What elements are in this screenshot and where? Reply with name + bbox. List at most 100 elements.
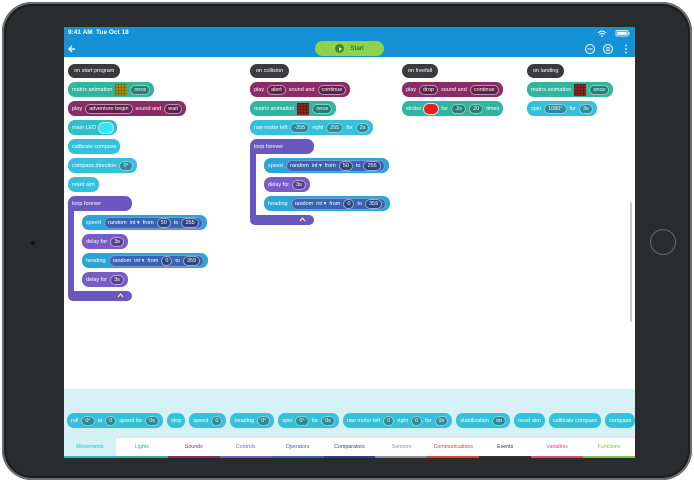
block-input[interactable]: 0s	[321, 415, 335, 426]
block-input[interactable]: once	[130, 84, 151, 95]
code-block[interactable]: raw motor left 0 right 0 for 0s	[342, 413, 453, 428]
category-tab[interactable]: Variables	[531, 438, 584, 458]
loop-block[interactable]: loop forever speed random int ▾ from 50 to 255 d…	[250, 139, 391, 225]
block-input[interactable]: alert	[267, 84, 286, 95]
block-input[interactable]: 0	[161, 255, 173, 266]
block-input[interactable]: continue	[469, 84, 499, 95]
code-block[interactable]: calibrate compass	[68, 139, 121, 154]
code-block[interactable]: main LED	[68, 120, 118, 135]
block-input[interactable]: 0	[105, 415, 117, 426]
category-tab[interactable]: Sounds	[167, 438, 220, 458]
block-input[interactable]: 3s	[110, 274, 124, 285]
loop-header[interactable]: loop forever	[250, 139, 314, 154]
block-input[interactable]: 0°	[257, 415, 271, 426]
block-input[interactable]: 3s	[292, 179, 306, 190]
block-input[interactable]: on	[492, 415, 507, 426]
code-block[interactable]: play drop sound and continue	[402, 82, 503, 97]
block-input[interactable]: 255	[363, 160, 381, 171]
code-block[interactable]: play alert sound and continue	[250, 82, 351, 97]
code-block[interactable]: matrix animation once	[527, 82, 614, 97]
code-block[interactable]: random int ▾ from 50 to 255	[104, 216, 203, 229]
block-input[interactable]: once	[312, 103, 333, 114]
block-input[interactable]: 359	[365, 198, 383, 209]
block-input[interactable]: 0	[343, 198, 355, 209]
home-button[interactable]	[650, 229, 676, 255]
matrix-icon[interactable]	[297, 102, 310, 115]
loop-header[interactable]: loop forever	[68, 196, 132, 211]
code-canvas[interactable]: on start program matrix animation once play…	[64, 57, 635, 413]
code-block[interactable]: delay for 3s	[82, 272, 128, 287]
event-hat[interactable]: on landing	[527, 64, 565, 78]
code-block[interactable]: stabilization on	[456, 413, 511, 428]
block-input[interactable]: 50	[156, 217, 171, 228]
event-hat[interactable]: on start program	[68, 64, 121, 78]
code-block[interactable]: speed random int ▾ from 50 to 255	[264, 158, 389, 173]
category-tab[interactable]: Operators	[271, 438, 324, 458]
color-swatch[interactable]	[424, 103, 439, 114]
event-hat[interactable]: on freefall	[402, 64, 439, 78]
code-block[interactable]: random int ▾ from 0 to 359	[108, 254, 205, 267]
code-block[interactable]: strobe for .2s 20 times	[402, 101, 504, 116]
block-input[interactable]: 0	[411, 415, 423, 426]
category-tab[interactable]: Events	[479, 438, 532, 458]
block-input[interactable]: continue	[317, 84, 347, 95]
matrix-icon[interactable]	[574, 83, 587, 96]
block-input[interactable]: 0s	[145, 415, 160, 426]
code-block[interactable]: delay for 3s	[82, 234, 128, 249]
code-block[interactable]: matrix animation once	[68, 82, 155, 97]
code-block[interactable]: calibrate compass	[548, 413, 602, 428]
block-input[interactable]: 0	[383, 415, 395, 426]
event-hat[interactable]: on collision	[250, 64, 290, 78]
code-block[interactable]: play adventure begin sound and wait	[68, 101, 187, 116]
code-block[interactable]: reset aim	[514, 413, 545, 428]
category-tab[interactable]: Functions	[583, 438, 635, 458]
code-block[interactable]: speed random int ▾ from 50 to 255	[82, 215, 207, 230]
loop-block[interactable]: loop forever speed random int ▾ from 50 to 255 d…	[68, 196, 209, 301]
block-input[interactable]: 2s	[355, 122, 370, 133]
category-tab[interactable]: Controls	[219, 438, 272, 458]
category-tab[interactable]: Communications	[427, 438, 480, 458]
block-input[interactable]: 359	[183, 255, 201, 266]
block-input[interactable]: 0	[211, 415, 223, 426]
code-block[interactable]: spin 1080° for 3s	[527, 101, 597, 116]
block-input[interactable]: 255	[181, 217, 199, 228]
block-input[interactable]: 3s	[578, 103, 593, 114]
code-block[interactable]: spin 0° for 0s	[278, 413, 339, 428]
block-input[interactable]: 0°	[295, 415, 309, 426]
block-input[interactable]: 0°	[119, 160, 133, 171]
code-block[interactable]: stop	[167, 413, 186, 428]
code-block[interactable]: reset aim	[68, 177, 99, 192]
block-input[interactable]: 0°	[81, 415, 95, 426]
category-tab[interactable]: Movements	[64, 438, 116, 458]
block-input[interactable]: 255	[326, 122, 344, 133]
code-block[interactable]: random int ▾ from 0 to 359	[290, 197, 387, 210]
block-input[interactable]: 0s	[434, 415, 449, 426]
matrix-icon[interactable]	[115, 83, 128, 96]
code-block[interactable]: matrix animation once	[250, 101, 337, 116]
code-block[interactable]: heading random int ▾ from 0 to 359	[264, 196, 391, 211]
code-block[interactable]: heading 0°	[230, 413, 275, 428]
block-input[interactable]: 1080°	[544, 103, 567, 114]
code-block[interactable]: compass direction 0°	[68, 158, 137, 173]
color-swatch[interactable]	[99, 122, 114, 133]
block-input[interactable]: .2s	[450, 103, 467, 114]
code-block[interactable]: heading random int ▾ from 0 to 359	[82, 253, 209, 268]
code-block[interactable]: delay for 3s	[264, 177, 310, 192]
block-input[interactable]: 20	[469, 103, 484, 114]
block-input[interactable]: drop	[419, 84, 439, 95]
code-block[interactable]: random int ▾ from 50 to 255	[286, 159, 385, 172]
category-tab[interactable]: Comparators	[323, 438, 376, 458]
code-block[interactable]: raw motor left -255 right 255 for 2s	[250, 120, 374, 135]
back-button[interactable]	[67, 44, 77, 54]
block-input[interactable]: wait	[164, 103, 183, 114]
code-block[interactable]: speed 0	[189, 413, 227, 428]
category-tab[interactable]: Sensors	[375, 438, 428, 458]
toolbar-icons[interactable]	[584, 43, 632, 55]
block-input[interactable]: adventure begin	[85, 103, 133, 114]
code-block[interactable]: compass	[605, 413, 635, 428]
category-tab[interactable]: Lights	[115, 438, 168, 458]
block-input[interactable]: 50	[338, 160, 353, 171]
block-input[interactable]: -255	[290, 122, 310, 133]
block-input[interactable]: 3s	[110, 236, 124, 247]
code-block[interactable]: roll 0° at 0 speed for 0s	[67, 413, 164, 428]
